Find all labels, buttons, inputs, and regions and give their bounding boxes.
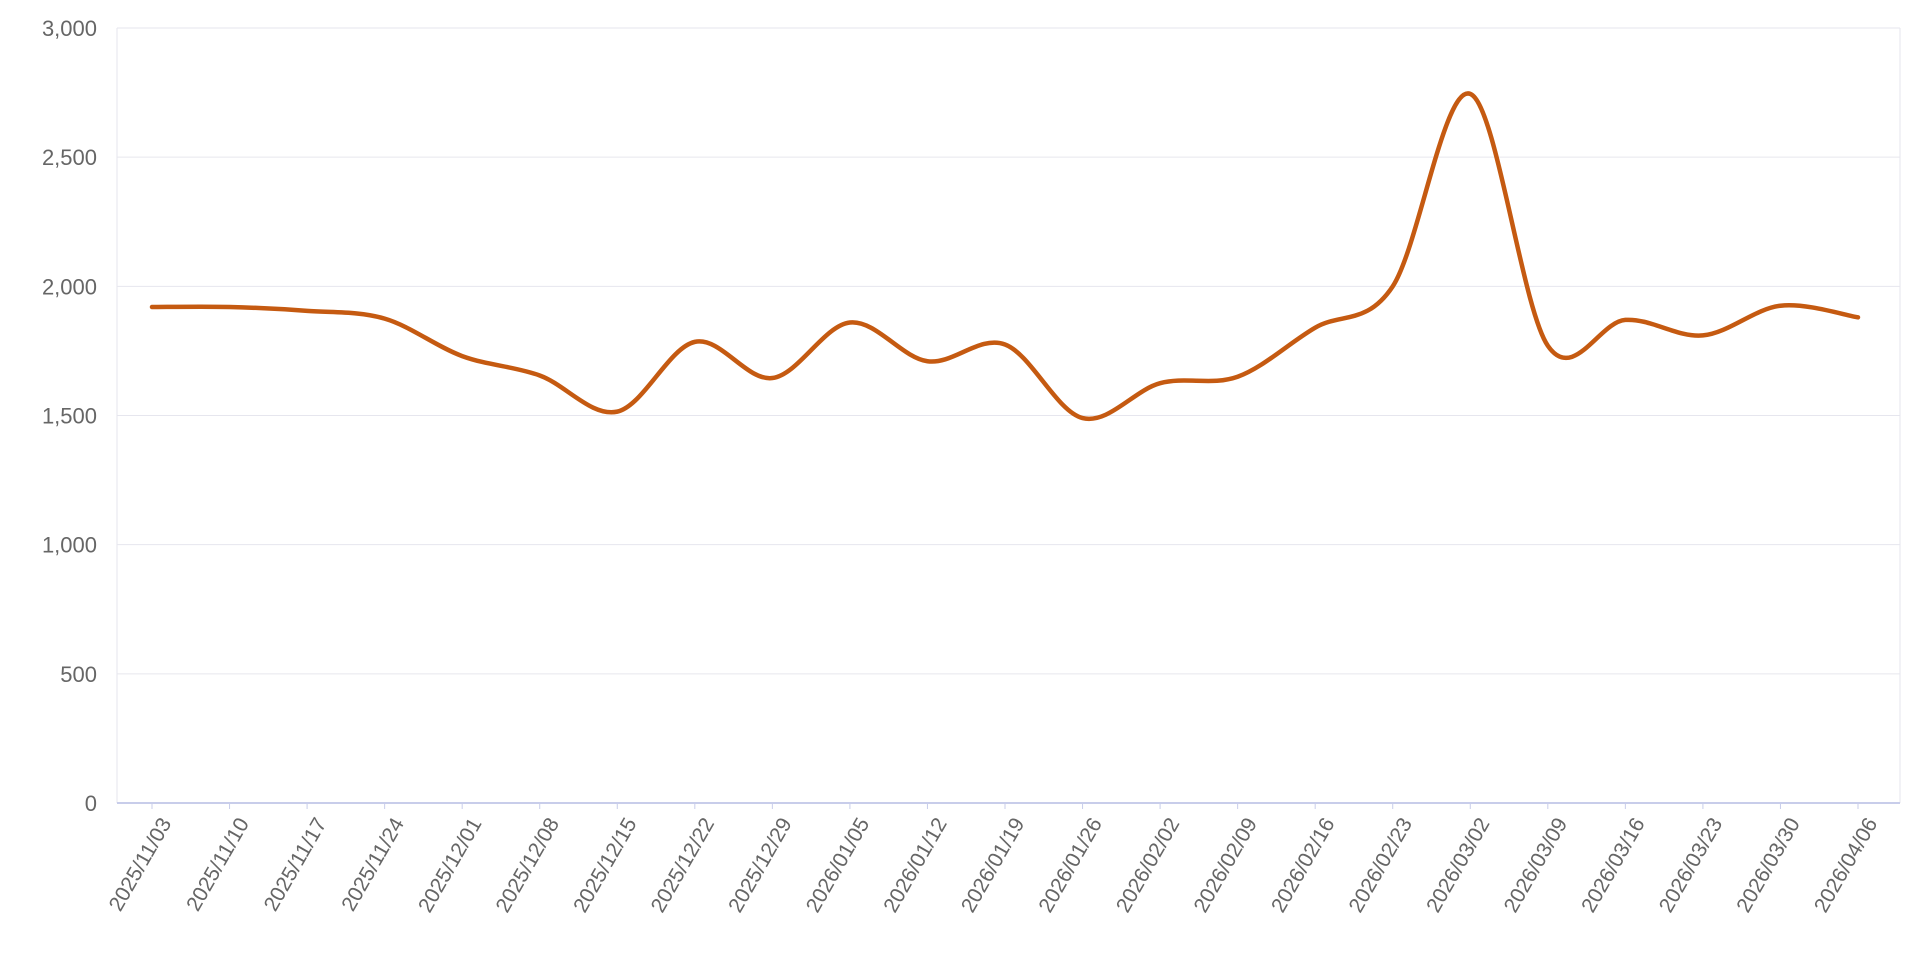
x-tick-label: 2025/12/29 — [724, 814, 796, 917]
x-tick-label: 2026/01/05 — [802, 814, 874, 917]
x-tick-label: 2026/01/26 — [1034, 814, 1106, 917]
x-tick-label: 2026/02/02 — [1112, 814, 1184, 917]
data-point — [1623, 318, 1627, 322]
x-axis: 2025/11/03 2025/11/10 2025/11/17 2025/11/24… — [105, 803, 1882, 917]
data-point — [615, 410, 619, 414]
y-tick-label: 1,500 — [42, 404, 97, 429]
x-tick-label: 2026/02/16 — [1267, 814, 1339, 917]
x-tick-label: 2026/03/30 — [1732, 814, 1804, 917]
data-point — [1313, 326, 1317, 330]
x-tick-label: 2026/03/09 — [1500, 814, 1572, 917]
series-line — [149, 91, 1861, 422]
data-point — [1778, 304, 1782, 308]
x-tick-label: 2025/11/17 — [260, 814, 332, 915]
x-tick-label: 2025/12/15 — [569, 814, 641, 917]
data-point — [228, 305, 232, 309]
x-tick-label: 2026/02/23 — [1345, 814, 1417, 917]
x-tick-label: 2025/12/08 — [492, 814, 564, 917]
x-tick-label: 2026/03/23 — [1655, 814, 1727, 917]
x-tick-label: 2026/03/16 — [1577, 814, 1649, 917]
data-point — [538, 373, 542, 377]
data-point — [460, 354, 464, 358]
x-tick-label: 2025/11/03 — [105, 814, 177, 915]
data-point — [1081, 416, 1085, 420]
x-tick-label: 2025/11/10 — [182, 814, 254, 915]
data-point — [1468, 92, 1472, 96]
x-tick-label: 2026/01/19 — [957, 814, 1029, 917]
data-point — [1856, 315, 1860, 319]
data-point — [925, 359, 929, 363]
y-tick-label: 2,500 — [42, 145, 97, 170]
data-point — [150, 305, 154, 309]
y-tick-label: 500 — [60, 662, 97, 687]
data-point — [1158, 381, 1162, 385]
data-point — [1236, 375, 1240, 379]
data-point — [383, 317, 387, 321]
y-tick-label: 1,000 — [42, 533, 97, 558]
data-point — [1391, 284, 1395, 288]
y-tick-label: 0 — [85, 791, 97, 816]
x-tick-label: 2026/02/09 — [1189, 814, 1261, 917]
data-point — [1701, 333, 1705, 337]
data-point — [1546, 344, 1550, 348]
data-point — [305, 309, 309, 313]
x-tick-label: 2025/12/22 — [647, 814, 719, 917]
gridlines — [116, 27, 1901, 803]
x-tick-label: 2025/12/01 — [414, 814, 486, 917]
y-axis: 0 500 1,000 1,500 2,000 2,500 3,000 — [42, 16, 97, 816]
x-tick-label: 2025/11/24 — [337, 814, 409, 915]
x-tick-label: 2026/03/02 — [1422, 814, 1494, 917]
series-layer — [149, 91, 1861, 422]
data-point — [848, 321, 852, 325]
data-point — [693, 340, 697, 344]
y-tick-label: 3,000 — [42, 16, 97, 41]
x-tick-label: 2026/04/06 — [1810, 814, 1882, 917]
data-point — [1003, 342, 1007, 346]
data-point — [770, 376, 774, 380]
y-tick-label: 2,000 — [42, 274, 97, 299]
x-tick-label: 2026/01/12 — [879, 814, 951, 917]
